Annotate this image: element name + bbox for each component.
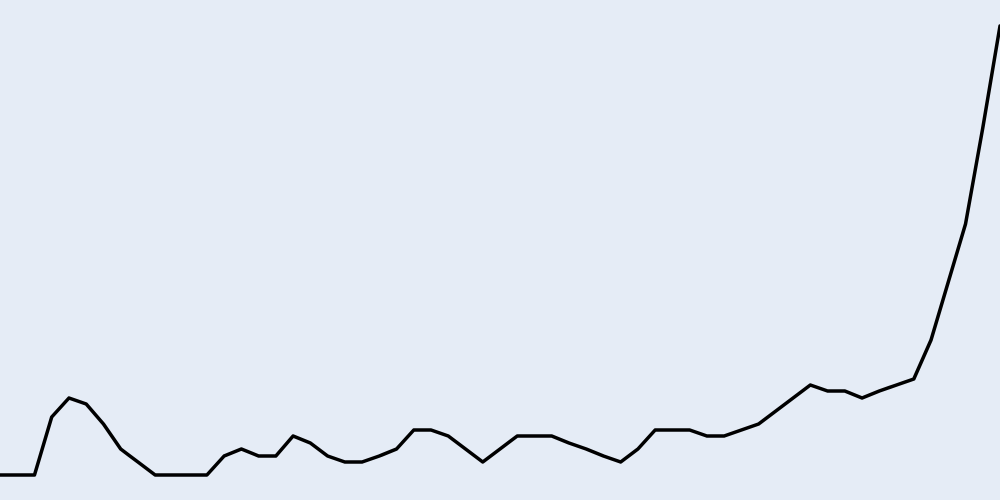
series-layer: [0, 24, 1000, 477]
series-line-0: [0, 24, 1000, 477]
